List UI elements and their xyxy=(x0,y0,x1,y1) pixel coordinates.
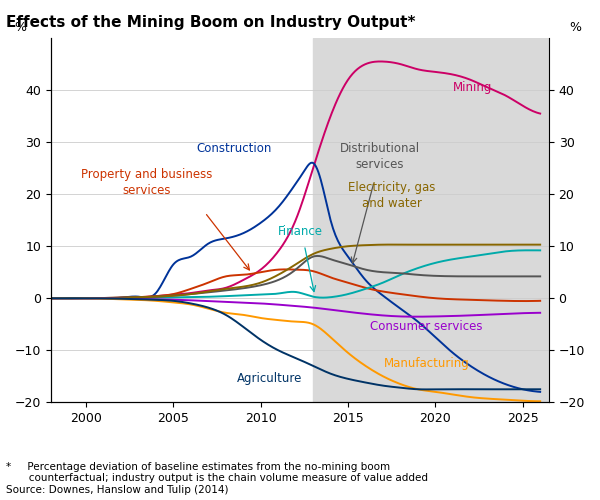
Text: %: % xyxy=(14,22,26,35)
Text: Agriculture: Agriculture xyxy=(237,372,302,386)
Text: Manufacturing: Manufacturing xyxy=(384,357,470,370)
Text: Effects of the Mining Boom on Industry Output*: Effects of the Mining Boom on Industry O… xyxy=(6,15,416,30)
Text: Distributional
services: Distributional services xyxy=(340,142,419,171)
Bar xyxy=(313,38,549,403)
Text: Construction: Construction xyxy=(197,142,272,155)
Text: Consumer services: Consumer services xyxy=(370,320,483,334)
Text: Finance: Finance xyxy=(278,226,323,238)
Text: Property and business
services: Property and business services xyxy=(82,168,213,197)
Text: Electricity, gas
and water: Electricity, gas and water xyxy=(348,181,436,210)
Text: Mining: Mining xyxy=(453,81,492,94)
Text: *     Percentage deviation of baseline estimates from the no-mining boom
       : * Percentage deviation of baseline estim… xyxy=(6,462,428,495)
Text: %: % xyxy=(569,22,581,35)
